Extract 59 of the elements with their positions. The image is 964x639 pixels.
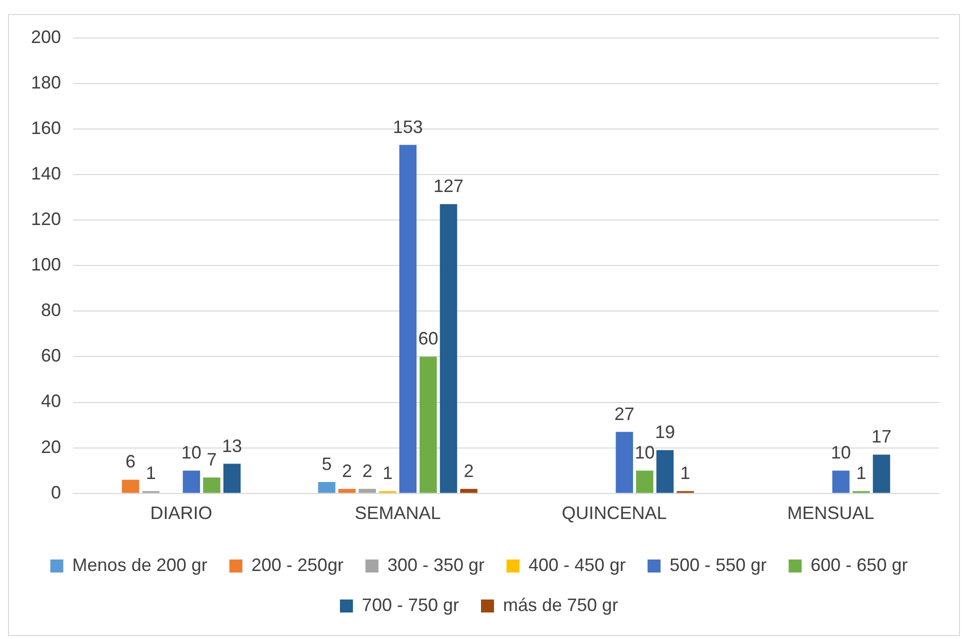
y-tick-label: 20 bbox=[41, 436, 62, 457]
y-tick-label: 80 bbox=[41, 300, 62, 320]
data-label: 6 bbox=[126, 452, 136, 472]
x-tick-label: SEMANAL bbox=[354, 503, 441, 524]
y-tick-label: 160 bbox=[30, 118, 62, 138]
data-label: 2 bbox=[342, 460, 352, 481]
bar bbox=[440, 204, 458, 493]
data-label: 1 bbox=[146, 463, 156, 484]
bar bbox=[832, 470, 850, 493]
bar bbox=[616, 432, 634, 493]
y-tick-label: 60 bbox=[41, 346, 62, 366]
legend-label: más de 750 gr bbox=[503, 594, 618, 615]
bar bbox=[318, 482, 336, 493]
data-label: 5 bbox=[322, 454, 332, 474]
y-tick-label: 120 bbox=[30, 209, 62, 230]
y-tick-label: 180 bbox=[30, 72, 62, 92]
bar bbox=[182, 470, 200, 493]
legend-label: 300 - 350 gr bbox=[387, 554, 485, 575]
data-label: 1 bbox=[382, 463, 393, 484]
legend-label: 200 - 250gr bbox=[251, 554, 344, 575]
bar bbox=[420, 356, 437, 493]
data-label: 13 bbox=[222, 436, 242, 456]
bar bbox=[203, 477, 220, 493]
bar bbox=[460, 488, 478, 493]
bar bbox=[338, 488, 356, 493]
legend-label: 500 - 550 gr bbox=[670, 554, 767, 575]
bar bbox=[656, 450, 674, 493]
legend-label: Menos de 200 gr bbox=[72, 554, 208, 575]
y-tick-label: 140 bbox=[30, 163, 62, 184]
legend-label: 700 - 750 gr bbox=[362, 594, 460, 615]
bar bbox=[358, 488, 376, 493]
x-tick-label: DIARIO bbox=[150, 503, 212, 524]
bar bbox=[223, 464, 241, 493]
data-label: 2 bbox=[464, 460, 474, 481]
data-label: 127 bbox=[433, 176, 464, 196]
x-tick-label: MENSUAL bbox=[787, 503, 874, 524]
data-label: 60 bbox=[418, 328, 438, 349]
x-tick-label: QUINCENAL bbox=[562, 503, 667, 524]
y-tick-label: 40 bbox=[41, 391, 62, 412]
data-label: 2 bbox=[362, 460, 372, 481]
data-label: 27 bbox=[614, 404, 634, 424]
legend-label: 400 - 450 gr bbox=[528, 554, 626, 575]
data-label: 1 bbox=[680, 463, 690, 484]
data-label: 10 bbox=[181, 442, 202, 463]
data-label: 1 bbox=[856, 463, 866, 484]
bar bbox=[872, 454, 890, 493]
data-label: 153 bbox=[392, 116, 423, 137]
y-tick-label: 100 bbox=[30, 254, 62, 275]
data-label: 17 bbox=[871, 426, 892, 447]
data-label: 10 bbox=[830, 442, 851, 463]
y-tick-label: 200 bbox=[30, 26, 62, 47]
y-tick-label: 0 bbox=[51, 482, 62, 502]
data-label: 19 bbox=[654, 422, 676, 442]
bar bbox=[399, 144, 417, 493]
bar bbox=[636, 470, 654, 493]
data-label: 7 bbox=[206, 449, 217, 470]
data-label: 10 bbox=[634, 442, 655, 463]
bar bbox=[122, 480, 140, 493]
legend-label: 600 - 650 gr bbox=[810, 554, 908, 575]
